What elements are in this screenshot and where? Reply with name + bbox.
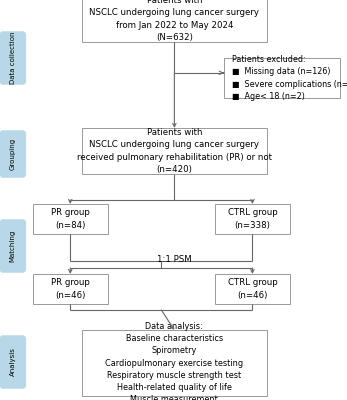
FancyBboxPatch shape	[82, 128, 267, 174]
Text: Data collection: Data collection	[10, 32, 16, 84]
Text: Grouping: Grouping	[10, 138, 16, 170]
Text: Patients with
NSCLC undergoing lung cancer surgery
from Jan 2022 to May 2024
(N=: Patients with NSCLC undergoing lung canc…	[90, 0, 259, 42]
FancyBboxPatch shape	[33, 204, 108, 234]
FancyBboxPatch shape	[215, 204, 290, 234]
FancyBboxPatch shape	[0, 32, 26, 84]
Text: PR group
(n=46): PR group (n=46)	[51, 278, 90, 300]
FancyBboxPatch shape	[33, 274, 108, 304]
FancyBboxPatch shape	[82, 330, 267, 396]
Text: CTRL group
(n=46): CTRL group (n=46)	[228, 278, 277, 300]
FancyBboxPatch shape	[0, 336, 26, 388]
FancyBboxPatch shape	[0, 131, 26, 177]
FancyBboxPatch shape	[215, 274, 290, 304]
Text: 1:1 PSM: 1:1 PSM	[157, 255, 192, 264]
Text: Data analysis:
Baseline characteristics
Spirometry
Cardiopulmonary exercise test: Data analysis: Baseline characteristics …	[105, 322, 244, 400]
FancyBboxPatch shape	[0, 220, 26, 272]
Text: Patients excluded:
■  Missing data (n=126)
■  Severe complications (n=10)
■  Age: Patients excluded: ■ Missing data (n=126…	[232, 55, 347, 101]
FancyBboxPatch shape	[82, 0, 267, 42]
Text: CTRL group
(n=338): CTRL group (n=338)	[228, 208, 277, 230]
Text: Analysis: Analysis	[10, 348, 16, 376]
Text: Patients with
NSCLC undergoing lung cancer surgery
received pulmonary rehabilita: Patients with NSCLC undergoing lung canc…	[77, 128, 272, 174]
FancyBboxPatch shape	[224, 58, 340, 98]
Text: Matching: Matching	[10, 230, 16, 262]
Text: PR group
(n=84): PR group (n=84)	[51, 208, 90, 230]
